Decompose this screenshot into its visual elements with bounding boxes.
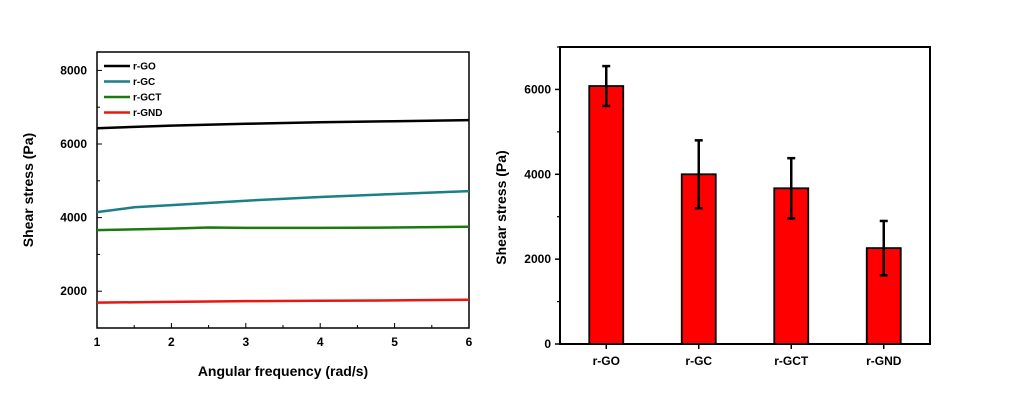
line-series-r-gct bbox=[96, 225, 470, 232]
line-series-r-gnd bbox=[96, 298, 470, 304]
line-chart-y-axis-label: Shear stress (Pa) bbox=[20, 133, 36, 247]
bar-chart-y-ticks: 0 2000 4000 6000 bbox=[524, 46, 560, 351]
line-chart-x-ticks: 1 2 3 4 5 6 bbox=[94, 323, 473, 349]
line-chart-legend: r-GO r-GC r-GCT r-GND bbox=[104, 62, 162, 119]
bar-chart-y-tick-label: 6000 bbox=[524, 82, 551, 96]
line-series-r-gc bbox=[96, 189, 470, 214]
bar-chart-y-axis-label: Shear stress (Pa) bbox=[493, 150, 509, 264]
bar-chart-y-tick-label: 2000 bbox=[524, 252, 551, 266]
line-chart-x-tick-label: 4 bbox=[317, 335, 324, 349]
bar-chart-x-tick-label: r-GND bbox=[866, 354, 902, 368]
bar-chart-x-tick-label: r-GO bbox=[593, 354, 620, 368]
line-chart-y-tick-label: 8000 bbox=[60, 63, 87, 77]
bar-chart-y-tick-label: 4000 bbox=[524, 167, 551, 181]
line-chart-y-tick-label: 4000 bbox=[60, 211, 87, 225]
line-chart-x-tick-label: 3 bbox=[242, 335, 249, 349]
bar-chart-x-tick-label: r-GC bbox=[685, 354, 712, 368]
line-chart-y-tick-label: 2000 bbox=[60, 284, 87, 298]
line-chart-series bbox=[96, 118, 470, 304]
bar-chart-bars bbox=[588, 64, 902, 345]
legend-label-r-gnd: r-GND bbox=[133, 108, 162, 119]
bar-chart-x-tick-label: r-GCT bbox=[774, 354, 809, 368]
line-chart-x-tick-label: 1 bbox=[94, 335, 101, 349]
line-chart-y-ticks: 2000 4000 6000 8000 bbox=[60, 63, 102, 329]
line-chart-x-tick-label: 5 bbox=[391, 335, 398, 349]
line-chart-x-tick-label: 2 bbox=[168, 335, 175, 349]
bar-chart: 0 2000 4000 6000 r-GO r-GC r-GCT r-GND Shear s… bbox=[493, 46, 931, 368]
bar-chart-x-ticks: r-GO r-GC r-GCT r-GND bbox=[593, 344, 902, 368]
line-chart-y-tick-label: 6000 bbox=[60, 137, 87, 151]
line-chart-x-tick-label: 6 bbox=[466, 335, 473, 349]
legend-label-r-go: r-GO bbox=[133, 62, 156, 73]
legend-label-r-gct: r-GCT bbox=[133, 93, 161, 104]
bar-chart-y-tick-label: 0 bbox=[544, 337, 551, 351]
bar-r-go bbox=[588, 85, 625, 345]
bar-chart-plot-frame bbox=[559, 46, 931, 345]
line-chart-x-axis-label: Angular frequency (rad/s) bbox=[198, 363, 368, 379]
legend-label-r-gc: r-GC bbox=[133, 77, 155, 88]
line-series-r-go bbox=[96, 118, 470, 130]
